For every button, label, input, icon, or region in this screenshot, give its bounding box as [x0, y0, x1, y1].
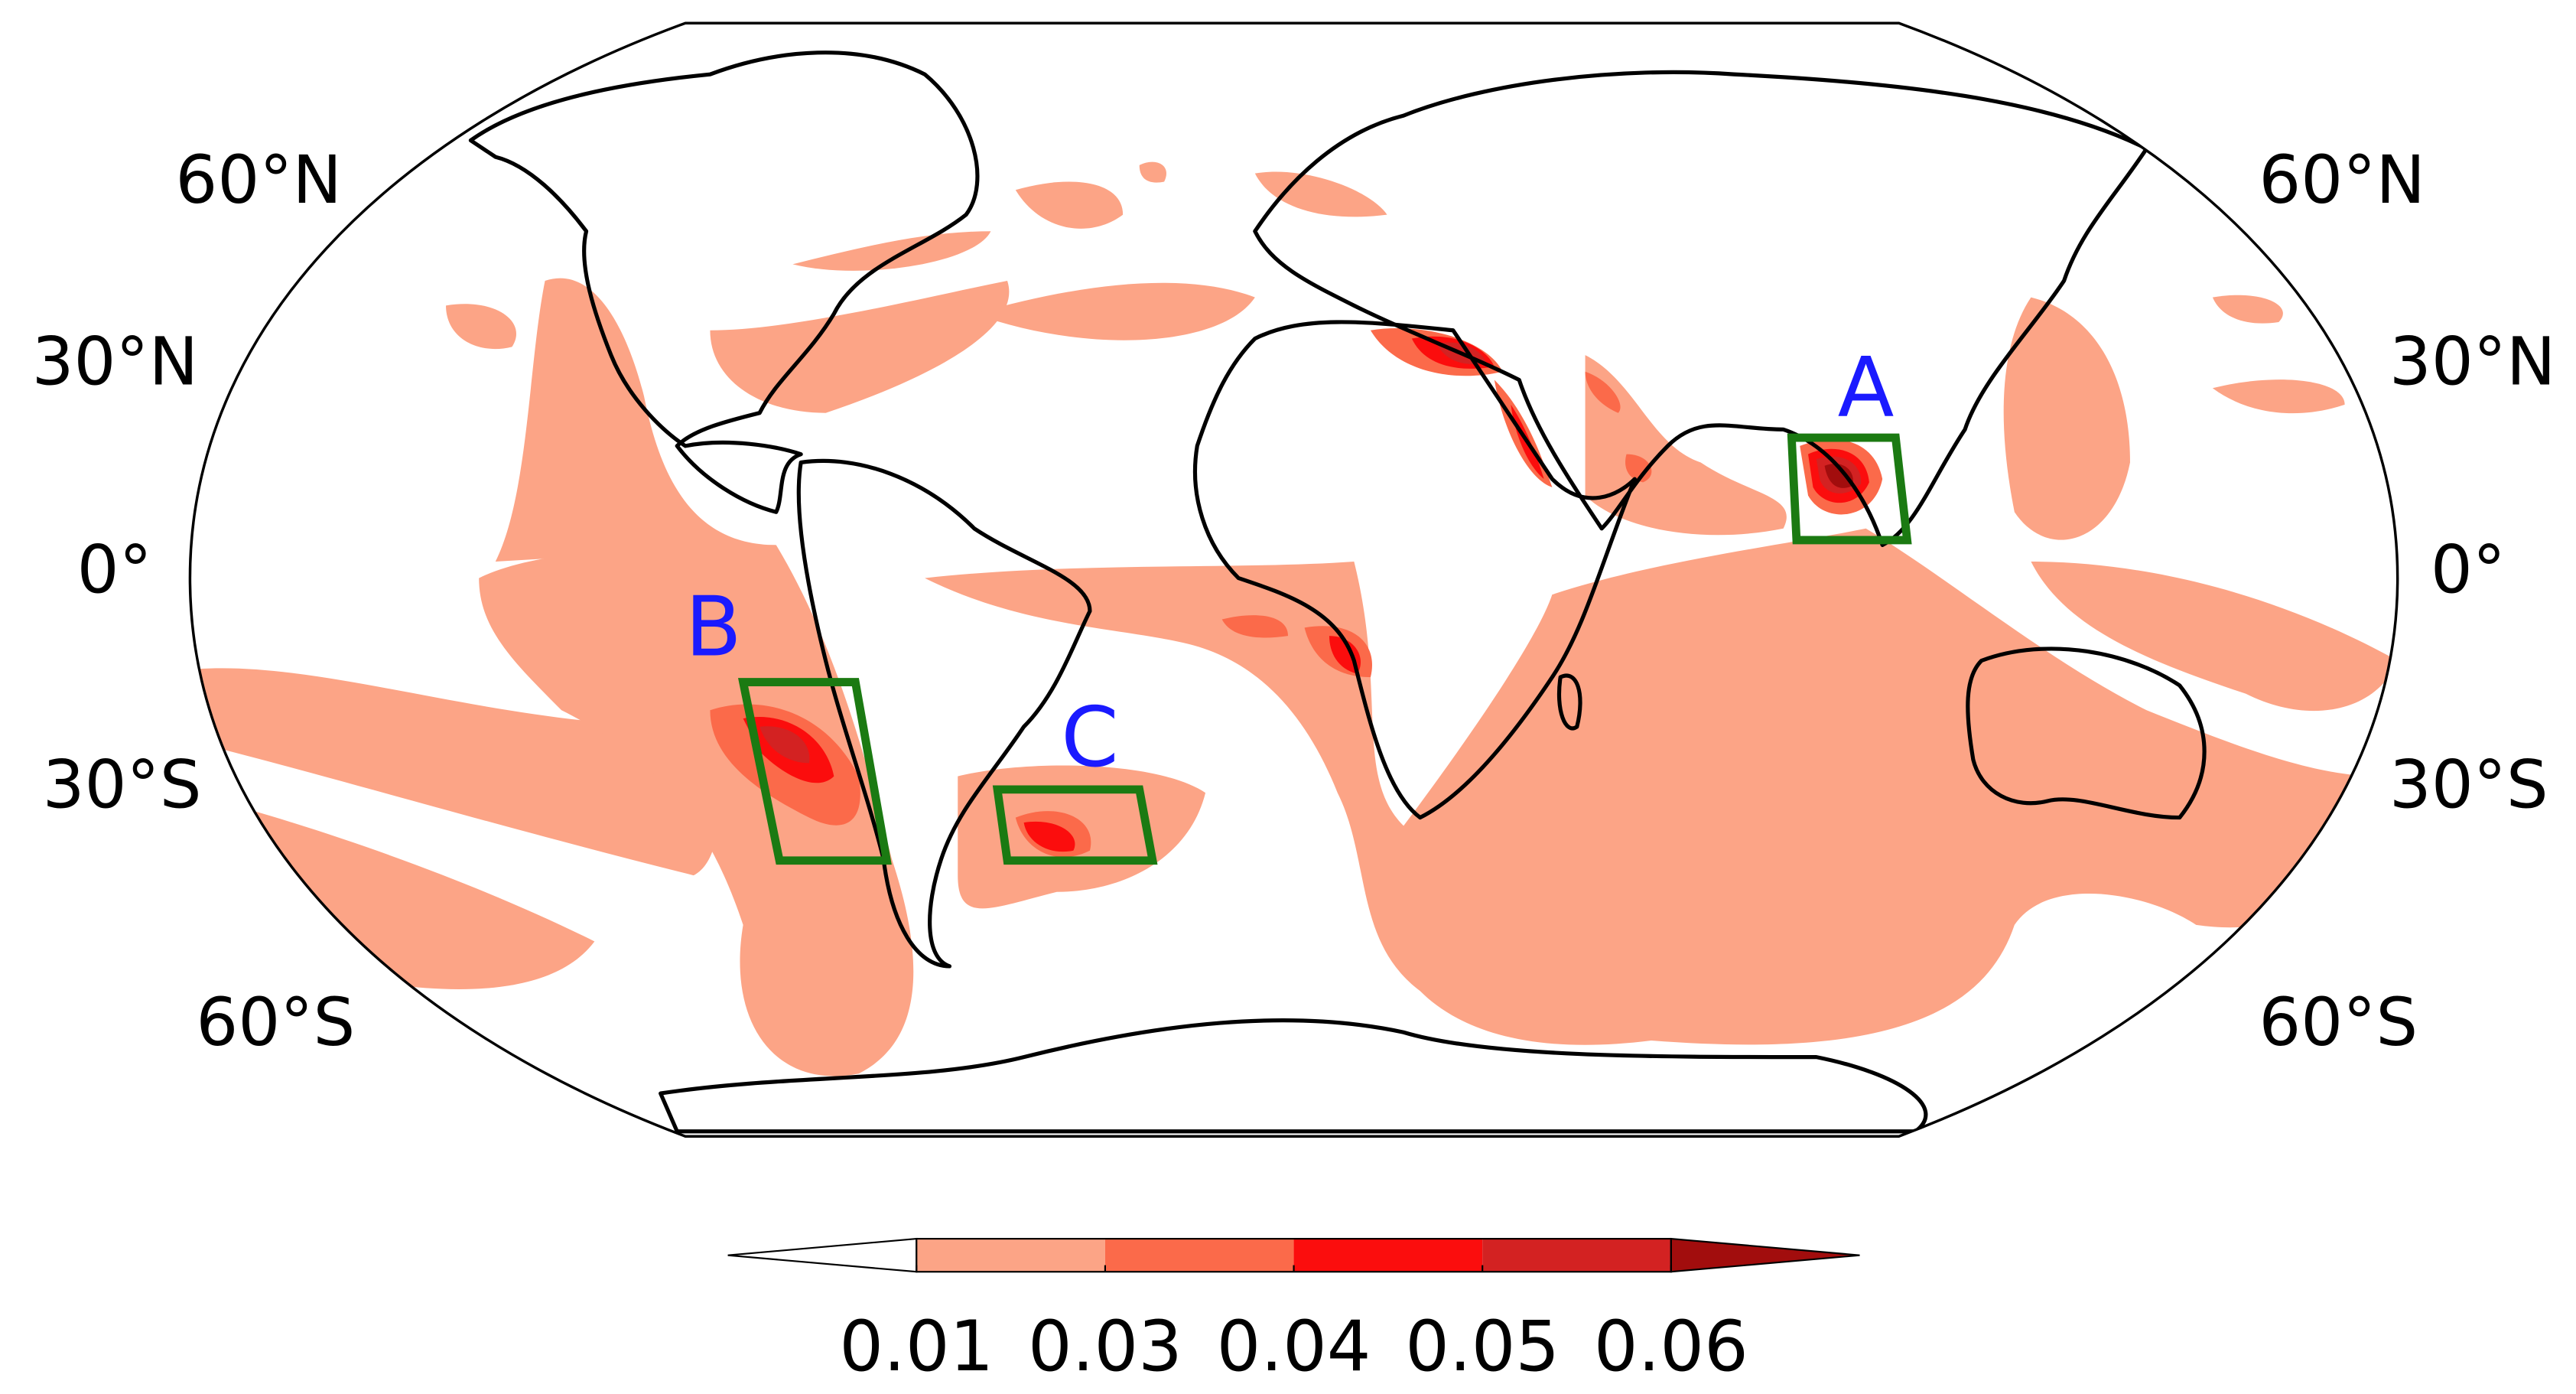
lat-label: 30°S — [2389, 747, 2548, 823]
lat-label: 60°S — [2259, 985, 2418, 1061]
lat-label: 30°N — [32, 324, 199, 401]
region-label: B — [685, 580, 742, 676]
region-boxes — [737, 433, 1912, 865]
lat-label: 60°N — [2259, 142, 2425, 219]
colorbar-segment — [916, 1239, 1105, 1272]
colorbar-segment — [1104, 1239, 1294, 1272]
map-frame — [188, 21, 2399, 1138]
region-label: C — [1061, 690, 1118, 786]
coastlines — [468, 50, 2207, 1134]
colorbar-segment — [1293, 1239, 1483, 1272]
lat-label: 0° — [77, 533, 152, 609]
colorbar-extend — [1670, 1237, 1860, 1273]
colorbar-tick-label: 0.06 — [1594, 1307, 1748, 1387]
lat-label: 60°N — [175, 142, 342, 219]
region-box — [1787, 433, 1912, 545]
colorbar-tick-label: 0.03 — [1028, 1307, 1182, 1387]
colorbar: 0.01 0.03 0.04 0.05 0.06 — [727, 1237, 1860, 1387]
lat-label: 60°S — [196, 985, 355, 1061]
lat-label: 0° — [2431, 533, 2506, 609]
colorbar-segment — [1482, 1239, 1671, 1272]
lat-label: 30°S — [43, 747, 202, 823]
shading — [198, 50, 2398, 1134]
colorbar-tick-label: 0.05 — [1405, 1307, 1560, 1387]
latitude-labels: 60°N 30°N 0° 30°S 60°S 60°N 30°N 0° 30°S 60°S — [32, 142, 2556, 1061]
region-box — [992, 785, 1158, 865]
region-label: A — [1838, 340, 1895, 436]
lat-label: 30°N — [2389, 324, 2556, 401]
colorbar-tick-label: 0.01 — [839, 1307, 994, 1387]
colorbar-extend — [727, 1237, 918, 1273]
colorbar-tick-label: 0.04 — [1217, 1307, 1371, 1387]
region-box — [737, 678, 892, 865]
